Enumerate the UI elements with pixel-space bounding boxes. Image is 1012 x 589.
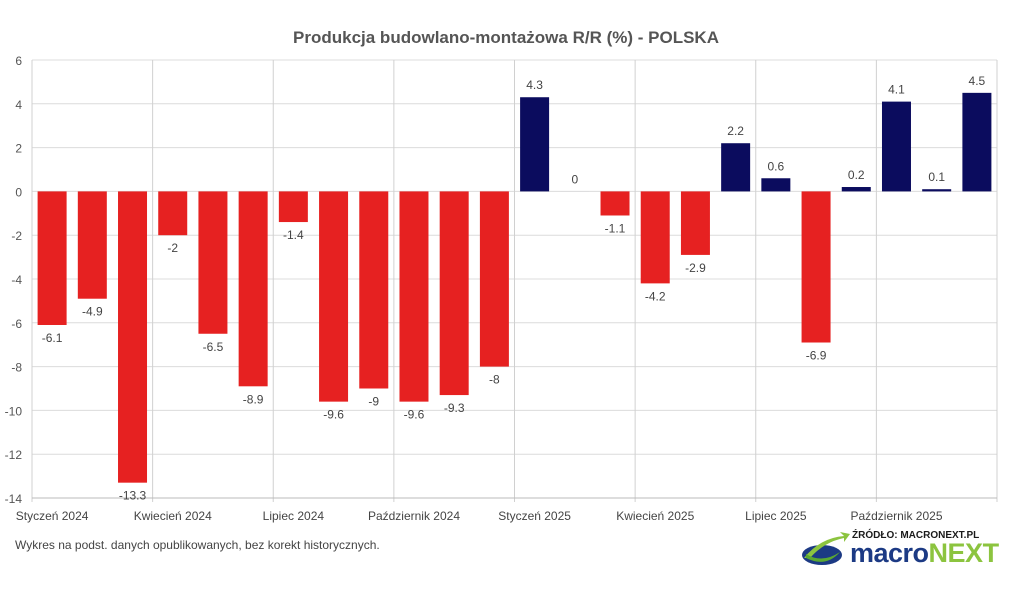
- y-tick-label: 4: [15, 98, 22, 112]
- brand-next: NEXT: [928, 538, 1000, 568]
- data-label: -8.9: [243, 392, 264, 406]
- y-tick-label: -8: [11, 361, 22, 375]
- x-tick-label: Styczeń 2025: [498, 509, 571, 523]
- y-tick-label: -10: [5, 404, 23, 418]
- data-label: -6.5: [203, 340, 224, 354]
- data-label: 0.1: [928, 170, 945, 184]
- y-tick-label: -4: [11, 273, 22, 287]
- bar: [801, 191, 831, 343]
- data-label: -9.3: [444, 401, 465, 415]
- y-tick-label: -14: [5, 492, 23, 506]
- y-tick-label: -6: [11, 317, 22, 331]
- bar: [118, 191, 148, 483]
- bar: [761, 178, 791, 192]
- data-label: 4.3: [526, 78, 543, 92]
- data-label: -9.6: [323, 408, 344, 422]
- bar: [520, 97, 550, 192]
- data-label: -4.2: [645, 289, 666, 303]
- bar: [399, 191, 429, 402]
- x-tick-label: Styczeń 2024: [16, 509, 89, 523]
- data-label: -8: [489, 373, 500, 387]
- bar: [479, 191, 509, 367]
- bar: [600, 191, 630, 216]
- data-label: -13.3: [119, 489, 147, 503]
- data-label: -2.9: [685, 261, 706, 275]
- data-label: 4.1: [888, 83, 905, 97]
- x-tick-label: Październik 2025: [850, 509, 942, 523]
- data-label: -1.1: [605, 221, 626, 235]
- x-tick-label: Październik 2024: [368, 509, 460, 523]
- data-label: 0.6: [768, 159, 785, 173]
- data-label: -2: [167, 241, 178, 255]
- macronext-logo: ŹRÓDŁO: MACRONEXT.PL macroNEXT: [800, 528, 1005, 573]
- bar: [238, 191, 268, 387]
- footnote: Wykres na podst. danych opublikowanych, …: [15, 538, 380, 552]
- bar: [962, 92, 992, 192]
- data-label: -6.1: [42, 331, 63, 345]
- bar: [881, 101, 911, 192]
- y-tick-label: -2: [11, 229, 22, 243]
- data-label: -1.4: [283, 228, 304, 242]
- bar: [922, 189, 952, 192]
- bar: [359, 191, 389, 389]
- bar: [319, 191, 349, 402]
- bar: [439, 191, 469, 396]
- bar: [640, 191, 670, 284]
- bar: [77, 191, 107, 299]
- data-label: -9.6: [404, 408, 425, 422]
- x-tick-label: Lipiec 2024: [263, 509, 325, 523]
- bar: [278, 191, 308, 223]
- data-label: 4.5: [969, 74, 986, 88]
- x-tick-label: Kwiecień 2024: [134, 509, 212, 523]
- bar: [37, 191, 67, 325]
- logo-swoosh-icon: [802, 532, 850, 565]
- bar: [841, 187, 871, 192]
- data-label: -9: [368, 395, 379, 409]
- bar: [158, 191, 188, 236]
- data-label: -4.9: [82, 305, 103, 319]
- data-label: 0.2: [848, 168, 865, 182]
- y-tick-label: 2: [15, 142, 22, 156]
- data-label: -6.9: [806, 349, 827, 363]
- brand-name: macroNEXT: [850, 538, 999, 569]
- bar-chart: 6 4 2 0 -2 -4 -6 -8 -10 -12 -14 -6.1 -4.9 -13.3 -2 -6.5…: [5, 54, 998, 523]
- y-tick-label: 6: [15, 54, 22, 68]
- x-tick-label: Kwiecień 2025: [616, 509, 694, 523]
- y-tick-label: -12: [5, 448, 23, 462]
- bar: [680, 191, 710, 255]
- data-label: 0: [571, 172, 578, 186]
- chart-title: Produkcja budowlano-montażowa R/R (%) - …: [293, 28, 719, 47]
- source-label: ŹRÓDŁO: MACRONEXT.PL: [852, 530, 980, 541]
- y-tick-label: 0: [15, 185, 22, 199]
- x-tick-label: Lipiec 2025: [745, 509, 807, 523]
- data-label: 2.2: [727, 124, 744, 138]
- bar: [721, 143, 751, 192]
- bar: [198, 191, 228, 334]
- brand-macro: macro: [850, 538, 929, 568]
